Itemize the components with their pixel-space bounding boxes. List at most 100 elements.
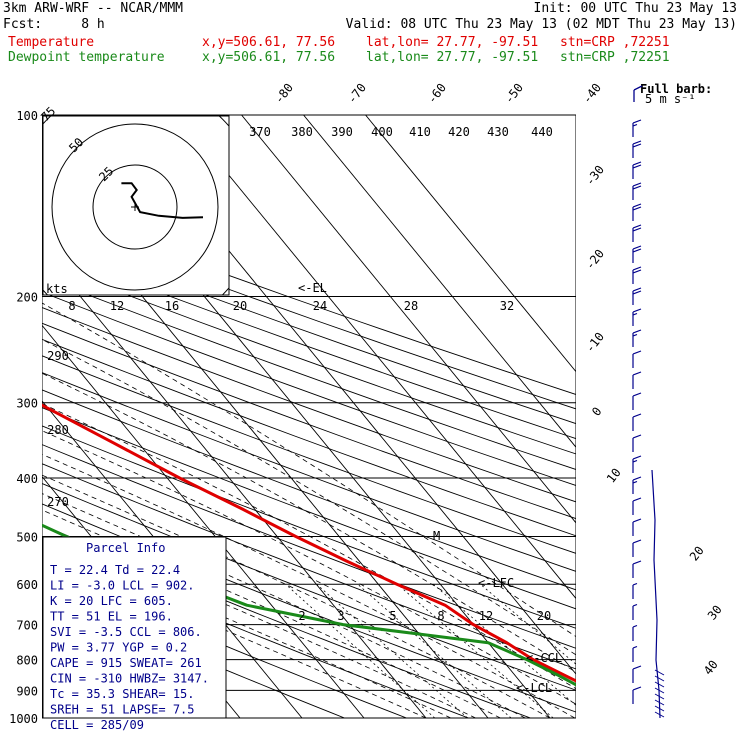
dry-adiabat (42, 338, 576, 537)
temperature-tick-label: 20 (687, 544, 707, 564)
pressure-label: 200 (16, 291, 38, 305)
wind-barb-full (632, 413, 642, 418)
tc-label: 28 (404, 299, 418, 313)
parcel-info-title: Parcel Info (86, 541, 165, 555)
hodograph-units: kts (46, 282, 68, 296)
parcel-info-row: T = 22.4 Td = 22.4 (50, 563, 180, 577)
wind-barb-half (632, 333, 638, 337)
wind-barb (632, 287, 642, 305)
wind-barb (632, 665, 642, 683)
wind-barb-full (632, 518, 642, 523)
wind-barb (632, 329, 642, 347)
dry-adiabat (42, 261, 576, 455)
lower-wind-staff (651, 469, 661, 719)
legend-latlon: lat,lon= 27.77, -97.51 (366, 50, 539, 65)
isotherm-line (179, 115, 576, 600)
forecast-hour: Fcst: 8 h (3, 17, 105, 32)
wind-barb-full (632, 266, 642, 271)
dry-adiabat (42, 247, 576, 440)
wind-barb-full (632, 665, 642, 670)
wind-barb-full (632, 497, 642, 502)
pressure-label: 300 (16, 397, 38, 411)
wind-barb (632, 645, 638, 662)
wind-barb-half (632, 624, 638, 628)
wind-barb-full (632, 161, 642, 166)
wind-barb-full (632, 119, 642, 124)
isotherm-line (365, 115, 576, 373)
wind-barb (632, 224, 642, 242)
parcel-info-row: LI = -3.0 LCL = 902. (50, 579, 195, 593)
wind-barb (632, 371, 642, 389)
theta-label: 270 (47, 495, 69, 509)
temperature-tick-label: -40 (580, 81, 604, 107)
dry-adiabat (42, 307, 576, 503)
parcel-info-row: SVI = -3.5 CCL = 806. (50, 625, 202, 639)
parcel-info-row: Tc = 35.3 SHEAR= 15. (50, 687, 195, 701)
wind-barb (632, 539, 642, 557)
temperature-tick-label: -70 (345, 81, 369, 107)
wind-barb (632, 518, 642, 536)
wind-barb-full (632, 245, 642, 250)
temperature-tick-label: 10 (604, 466, 624, 486)
wind-barb-full (632, 164, 642, 169)
theta-label: 290 (47, 349, 69, 363)
valid-time: Valid: 08 UTC Thu 23 May 13 (02 MDT Thu … (345, 17, 737, 32)
temperature-tick-label: -10 (583, 330, 607, 356)
melting-level-marker: M (433, 529, 440, 543)
temperature-tick-label: -30 (583, 163, 607, 189)
temperature-tick-label: -50 (502, 81, 526, 107)
dry-adiabat (42, 322, 576, 520)
wind-barb (632, 119, 642, 137)
wind-barb-full (632, 206, 642, 211)
wind-barb (632, 497, 642, 515)
legend-xy: x,y=506.61, 77.56 (202, 50, 336, 65)
wind-barb-full (632, 287, 642, 292)
tc-label: 12 (110, 299, 124, 313)
wind-barb-full (632, 350, 642, 355)
level-marker-ccl: <-CCL (526, 651, 562, 665)
theta-label: 380 (291, 125, 313, 139)
wind-barb-full (632, 476, 642, 481)
wind-barb (632, 413, 642, 431)
pressure-label: 600 (16, 578, 38, 592)
wind-barb (632, 686, 642, 704)
legend-series-name: Temperature (8, 35, 95, 50)
parcel-info-box (42, 536, 227, 719)
theta-label: 280 (47, 423, 69, 437)
tc-label: 32 (500, 299, 514, 313)
legend-station: stn=CRP ,72251 (560, 50, 670, 65)
barb-key-flag (633, 85, 643, 91)
dry-adiabat (42, 482, 576, 691)
lower-wind-barb (654, 705, 665, 712)
theta-label: 370 (249, 125, 271, 139)
wind-barb-full (632, 686, 642, 691)
parcel-info-row: CIN = -310 HWBZ= 3147. (50, 672, 209, 686)
tc-label: 8 (68, 299, 75, 313)
dry-adiabat (42, 568, 407, 718)
level-marker-lfc: <-LFC (478, 576, 514, 590)
pressure-label: 400 (16, 472, 38, 486)
parcel-info-row: PW = 3.77 YGP = 0.2 (50, 641, 187, 655)
theta-label: 390 (331, 125, 353, 139)
parcel-info-row: K = 20 LFC = 605. (50, 594, 173, 608)
level-marker-lcl: <-LCL (516, 681, 552, 695)
wind-barb-full (632, 185, 642, 190)
dry-adiabat (42, 389, 576, 591)
wind-barb (632, 266, 642, 284)
wind-barb (632, 140, 642, 158)
isotherm-line (241, 115, 576, 524)
theta-label: 400 (371, 125, 393, 139)
temperature-tick-label: -60 (425, 81, 449, 107)
wind-barb-half (632, 645, 638, 649)
wind-barb-full (632, 182, 642, 187)
tc-label: 24 (313, 299, 327, 313)
hodograph-ring (92, 164, 178, 250)
wind-barb (632, 182, 642, 200)
wind-barb-half (632, 603, 638, 607)
wind-barb-full (632, 434, 642, 439)
mixing-ratio-label: 2 (298, 609, 305, 623)
lower-wind-barb (654, 711, 665, 718)
temperature-tick-label: -20 (583, 247, 607, 273)
dry-adiabat (42, 291, 576, 487)
wind-barb-half (632, 582, 638, 586)
